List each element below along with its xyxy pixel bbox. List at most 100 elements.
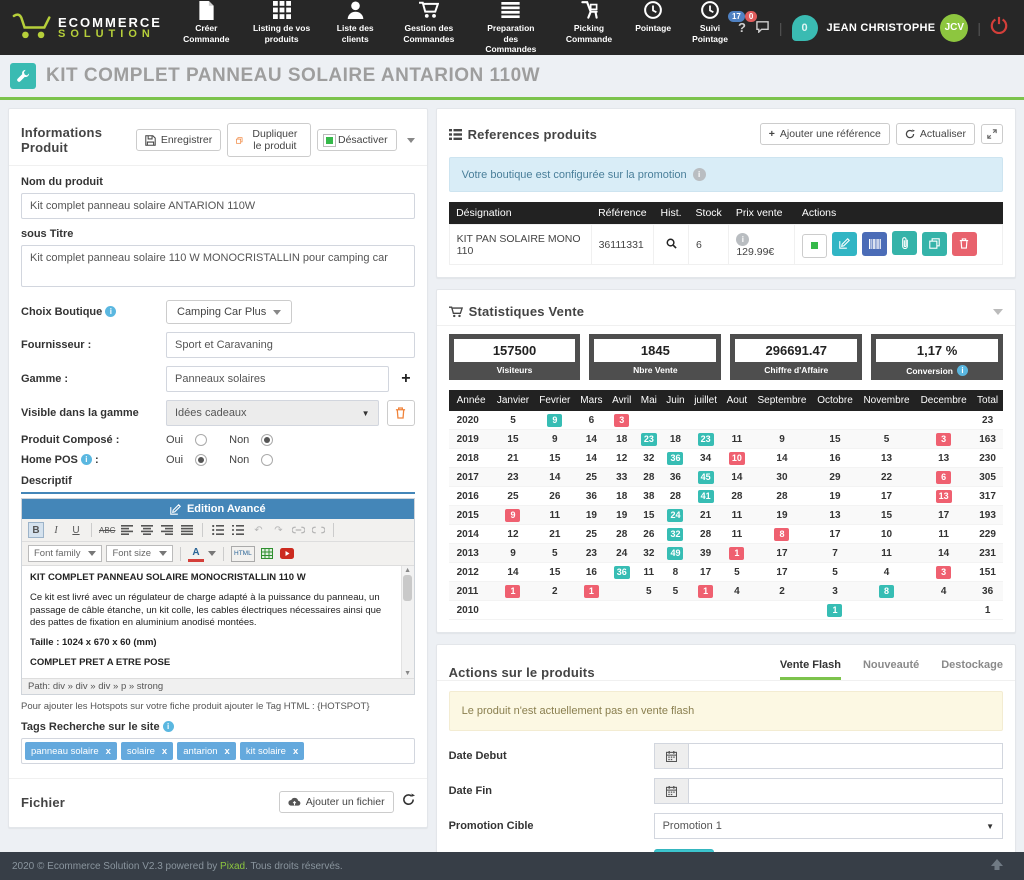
align-justify-button[interactable] bbox=[179, 522, 195, 538]
stats-month-cell: 28 bbox=[689, 524, 722, 544]
user-avatar[interactable]: JCV bbox=[940, 13, 969, 42]
align-right-button[interactable] bbox=[159, 522, 175, 538]
best-month-badge: 23 bbox=[697, 432, 714, 446]
duplicate-reference-button[interactable] bbox=[922, 231, 947, 256]
composed-label: Produit Composé : bbox=[21, 434, 120, 446]
underline-button[interactable]: U bbox=[72, 524, 80, 536]
delete-reference-button[interactable] bbox=[951, 231, 977, 256]
history-search-icon[interactable] bbox=[666, 238, 677, 252]
stats-month-cell: 16 bbox=[812, 448, 858, 468]
expand-card-button[interactable] bbox=[981, 124, 1003, 144]
font-size-select[interactable]: Font size bbox=[106, 545, 174, 562]
stat-value: 157500 bbox=[453, 339, 576, 362]
bold-button[interactable]: B bbox=[28, 522, 44, 538]
user-name[interactable]: JEAN CHRISTOPHE bbox=[826, 21, 936, 34]
subtitle-textarea[interactable]: Kit complet panneau solaire 110 W MONOCR… bbox=[21, 245, 415, 287]
add-file-button[interactable]: Ajouter un fichier bbox=[278, 791, 394, 813]
date-start-input[interactable] bbox=[687, 743, 1003, 769]
homepos-no-radio[interactable] bbox=[261, 454, 274, 466]
info-icon[interactable]: i bbox=[105, 306, 117, 317]
attach-button[interactable] bbox=[892, 231, 918, 256]
table-insert-icon[interactable] bbox=[259, 546, 275, 562]
logout-power-icon[interactable] bbox=[990, 16, 1008, 39]
redo-button[interactable]: ↷ bbox=[274, 524, 283, 536]
advanced-edit-toggle[interactable]: Edition Avancé bbox=[22, 499, 414, 519]
collapse-stats-icon[interactable] bbox=[993, 308, 1003, 315]
tab-destockage[interactable]: Destockage bbox=[941, 659, 1003, 671]
editor-content[interactable]: KIT COMPLET PANNEAU SOLAIRE MONOCRISTALL… bbox=[22, 566, 414, 678]
italic-button[interactable]: I bbox=[54, 524, 58, 536]
info-icon[interactable]: i bbox=[736, 233, 750, 246]
date-end-input[interactable] bbox=[687, 778, 1003, 804]
tab-nouveaute[interactable]: Nouveauté bbox=[862, 659, 920, 671]
align-center-button[interactable] bbox=[139, 522, 155, 538]
deactivate-button[interactable]: Désactiver bbox=[316, 129, 397, 151]
promotion-select[interactable]: Promotion 1 ▼ bbox=[653, 813, 1003, 839]
nav-item-preparation-des-commandes[interactable]: Preparation des Commandes bbox=[472, 0, 550, 61]
add-promotion-button[interactable]: Ajouter bbox=[653, 849, 715, 852]
undo-button[interactable]: ↶ bbox=[254, 524, 263, 536]
chat-notifications[interactable]: 0 bbox=[744, 10, 770, 36]
descriptif-label: Descriptif bbox=[21, 475, 415, 494]
bullet-list-button[interactable] bbox=[210, 522, 226, 538]
tag-remove-icon[interactable]: x bbox=[224, 745, 230, 757]
stats-month-cell: 11 bbox=[721, 524, 752, 544]
refresh-files-icon[interactable] bbox=[402, 793, 415, 811]
delete-range-button[interactable] bbox=[386, 400, 415, 426]
shop-label: Choix Boutique i bbox=[21, 306, 166, 318]
numbered-list-button[interactable] bbox=[230, 522, 246, 538]
info-icon[interactable]: i bbox=[956, 365, 968, 376]
visible-range-select[interactable]: Idées cadeaux ▼ bbox=[166, 400, 379, 426]
tags-input[interactable]: panneau solaire x solaire x antarion x kit sol… bbox=[21, 738, 415, 764]
tag-remove-icon[interactable]: x bbox=[105, 745, 111, 757]
save-button[interactable]: Enregistrer bbox=[135, 129, 222, 151]
nav-item-listing-de-vos-produits[interactable]: Listing de vos produits bbox=[243, 0, 321, 50]
stats-month-cell: 17 bbox=[751, 543, 812, 563]
help-notifications[interactable]: 17 ? bbox=[727, 11, 746, 35]
expand-icon bbox=[987, 129, 997, 139]
duplicate-product-button[interactable]: Dupliquer le produit bbox=[227, 123, 311, 157]
counter-bubble[interactable]: 0 bbox=[791, 14, 818, 41]
supplier-input[interactable] bbox=[166, 332, 415, 358]
refresh-references-button[interactable]: Actualiser bbox=[895, 123, 975, 145]
strikethrough-button[interactable]: ABC bbox=[99, 525, 116, 535]
font-color-button[interactable]: A bbox=[188, 546, 205, 562]
composed-yes-radio[interactable] bbox=[195, 434, 208, 446]
range-input[interactable] bbox=[166, 366, 390, 392]
info-icon[interactable]: i bbox=[80, 454, 92, 465]
nav-item-pointage[interactable]: Pointage bbox=[628, 0, 678, 40]
nav-item-gestion-des-commandes[interactable]: Gestion des Commandes bbox=[390, 0, 468, 50]
scroll-top-icon[interactable] bbox=[990, 858, 1012, 874]
info-icon[interactable]: i bbox=[162, 721, 174, 732]
product-name-input[interactable] bbox=[21, 193, 415, 219]
add-reference-button[interactable]: + Ajouter une référence bbox=[759, 123, 890, 145]
list-icon bbox=[448, 128, 462, 140]
barcode-button[interactable] bbox=[862, 232, 888, 257]
font-family-select[interactable]: Font family bbox=[28, 545, 103, 562]
tab-vente-flash[interactable]: Vente Flash bbox=[779, 659, 841, 680]
shop-dropdown[interactable]: Camping Car Plus bbox=[166, 300, 293, 324]
tag-remove-icon[interactable]: x bbox=[161, 745, 168, 757]
html-source-button[interactable]: HTML bbox=[231, 545, 255, 562]
stats-month-cell: 30 bbox=[751, 467, 812, 487]
link-button[interactable] bbox=[290, 522, 306, 538]
composed-no-radio[interactable] bbox=[261, 434, 274, 446]
nav-item-picking-commande[interactable]: Picking Commande bbox=[554, 0, 624, 50]
homepos-yes-radio[interactable] bbox=[195, 454, 208, 466]
unlink-button[interactable] bbox=[310, 522, 326, 538]
edit-reference-button[interactable] bbox=[832, 231, 858, 256]
align-left-button[interactable] bbox=[119, 522, 135, 538]
toggle-active-button[interactable] bbox=[802, 233, 828, 258]
editor-scrollbar[interactable]: ▲ ▼ bbox=[400, 566, 414, 678]
nav-item-creer-commande[interactable]: Créer Commande bbox=[174, 0, 239, 50]
nav-item-suivi-pointage[interactable]: Suivi Pointage bbox=[682, 0, 738, 50]
logo[interactable]: ECOMMERCE SOLUTION bbox=[12, 11, 162, 44]
add-range-button[interactable]: + bbox=[401, 370, 411, 387]
youtube-icon[interactable] bbox=[279, 546, 295, 562]
info-icon[interactable]: i bbox=[692, 168, 706, 181]
nav-item-liste-des-clients[interactable]: Liste des clients bbox=[325, 0, 386, 50]
tag-remove-icon[interactable]: x bbox=[292, 745, 299, 757]
font-color-caret[interactable] bbox=[208, 551, 217, 556]
chevron-down-icon[interactable] bbox=[406, 137, 415, 143]
footer-brand-link[interactable]: Pixad bbox=[220, 860, 246, 872]
